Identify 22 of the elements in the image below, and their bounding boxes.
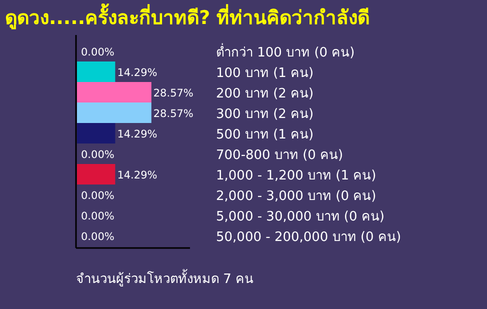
chart-title: ดูดวง.....ครั้งละกี่บาทดี? ที่ท่านคิดว่ากำลังดี: [5, 3, 370, 30]
y-tick-label: 2,000 - 3,000 บาท (0 คน): [216, 188, 376, 204]
y-tick-label: 5,000 - 30,000 บาท (0 คน): [216, 209, 384, 224]
y-tick-label: 700-800 บาท (0 คน): [216, 148, 344, 163]
data-label: 0.00%: [81, 46, 114, 58]
y-tick-label: ต่ำกว่า 100 บาท (0 คน): [216, 43, 355, 60]
y-tick-label: 300 บาท (2 คน): [216, 106, 314, 122]
data-label: 0.00%: [81, 190, 114, 202]
data-label: 0.00%: [81, 230, 114, 243]
y-tick-label: 200 บาท (2 คน): [216, 86, 314, 102]
text: จำนวนผู้ร่วมโหวตทั้งหมด 7 คน: [76, 269, 254, 287]
data-label: 14.29%: [117, 128, 158, 140]
y-tick-label: 500 บาท (1 คน): [216, 127, 314, 142]
y-tick-label: 1,000 - 1,200 บาท (1 คน): [216, 168, 376, 184]
data-label: 28.57%: [153, 87, 194, 100]
data-label: 28.57%: [153, 108, 194, 120]
data-label: 0.00%: [81, 210, 114, 222]
data-label: 14.29%: [117, 66, 158, 79]
y-tick-label: 50,000 - 200,000 บาท (0 คน): [216, 230, 402, 245]
data-label: 14.29%: [117, 169, 158, 182]
y-tick-label: 100 บาท (1 คน): [216, 66, 314, 81]
data-label: 0.00%: [81, 148, 114, 161]
